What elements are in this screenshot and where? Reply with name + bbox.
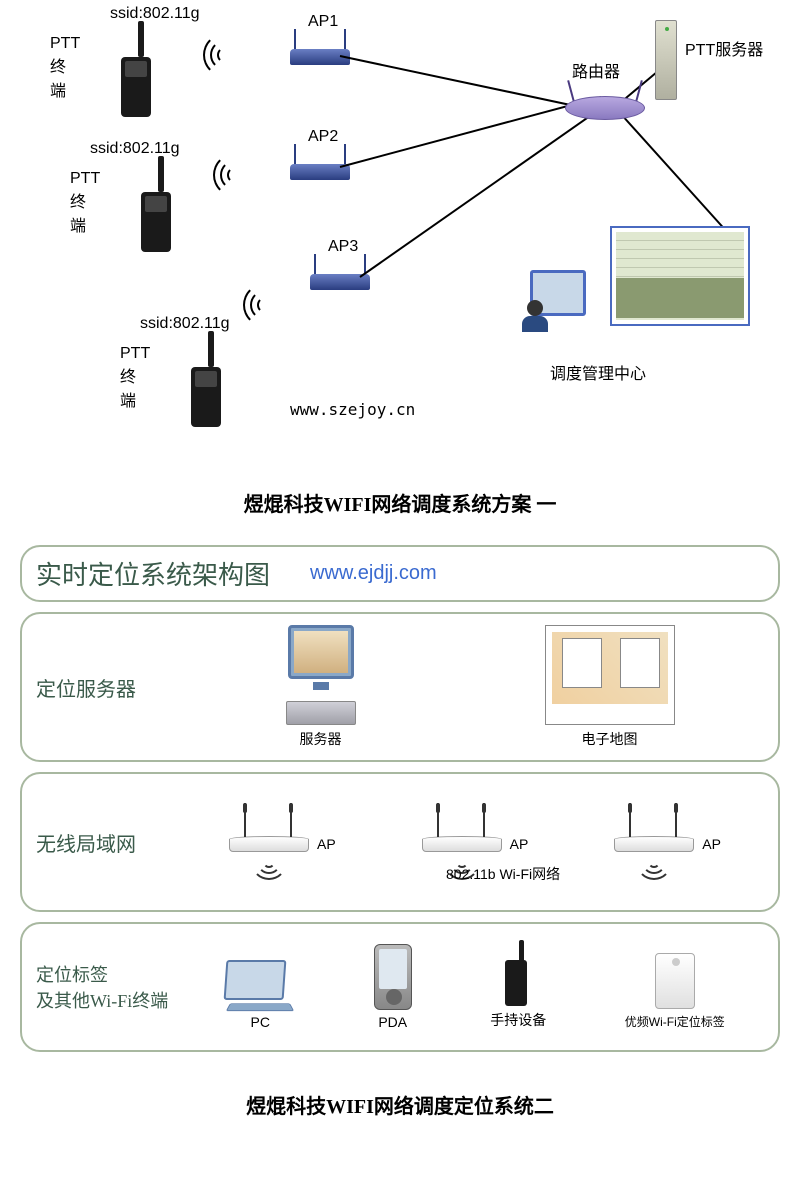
pda-icon bbox=[374, 944, 412, 1010]
router-node: 路由器 bbox=[560, 80, 650, 120]
ssid-label: ssid:802.11g bbox=[110, 5, 200, 23]
title-panel: 实时定位系统架构图 www.ejdjj.com bbox=[20, 545, 780, 602]
device-label: AP bbox=[702, 836, 721, 852]
wifi-tag-icon bbox=[655, 953, 695, 1009]
diagram1-caption: 煜焜科技WIFI网络调度系统方案 一 bbox=[0, 480, 800, 525]
wifi-down-icon bbox=[634, 856, 674, 886]
wifi-waves-icon bbox=[240, 280, 290, 330]
row-terminals: 定位标签 及其他Wi-Fi终端 PC PDA 手持设备 优频Wi-Fi定位标签 bbox=[20, 922, 780, 1052]
network-diagram-1: ssid:802.11g PTT终端 ssid:802.11g PTT终端 ss… bbox=[0, 0, 800, 480]
emap-icon bbox=[545, 625, 675, 725]
walkie-talkie-icon bbox=[136, 162, 176, 252]
row-wlan: 无线局域网 AP bbox=[20, 772, 780, 912]
pda-device: PDA bbox=[374, 944, 412, 1030]
router-label: 路由器 bbox=[572, 58, 620, 82]
ap-device: AP bbox=[614, 836, 721, 852]
device-label: AP bbox=[510, 836, 529, 852]
row-label: 无线局域网 bbox=[36, 828, 186, 857]
ptt-server-node bbox=[655, 20, 677, 100]
website-url: www.szejoy.cn bbox=[290, 400, 415, 419]
device-label: 手持设备 bbox=[490, 1010, 546, 1030]
server-monitor-icon bbox=[276, 625, 366, 725]
access-point-1: AP1 bbox=[280, 35, 360, 65]
ap-label: AP1 bbox=[308, 13, 338, 31]
handheld-device: 手持设备 bbox=[490, 946, 546, 1030]
ap-label: AP2 bbox=[308, 128, 338, 146]
wlan-subtext: 802.11b Wi-Fi网络 bbox=[446, 864, 560, 884]
terminal-label: PTT终端 bbox=[120, 345, 150, 411]
dispatch-center-node bbox=[520, 230, 720, 370]
server-label: PTT服务器 bbox=[685, 36, 763, 60]
row-location-server: 定位服务器 服务器 电子地图 bbox=[20, 612, 780, 762]
device-label: 优频Wi-Fi定位标签 bbox=[625, 1013, 725, 1030]
ap-device: AP bbox=[229, 836, 336, 852]
operator-icon bbox=[520, 300, 550, 330]
ssid-label: ssid:802.11g bbox=[90, 140, 180, 158]
dispatch-label: 调度管理中心 bbox=[550, 360, 646, 384]
wifi-waves-icon bbox=[200, 30, 250, 80]
ap-device: AP bbox=[422, 836, 529, 852]
device-label: 电子地图 bbox=[582, 729, 638, 749]
walkie-talkie-icon bbox=[186, 337, 226, 427]
walkie-talkie-icon bbox=[116, 27, 156, 117]
device-label: PC bbox=[251, 1014, 270, 1030]
ap-label: AP3 bbox=[328, 238, 358, 256]
device-label: 服务器 bbox=[300, 729, 342, 749]
architecture-diagram-2: 实时定位系统架构图 www.ejdjj.com 定位服务器 服务器 bbox=[20, 545, 780, 1052]
tag-device: 优频Wi-Fi定位标签 bbox=[625, 953, 725, 1030]
row-label: 定位服务器 bbox=[36, 673, 186, 702]
server-device: 服务器 bbox=[276, 625, 366, 749]
arch-url: www.ejdjj.com bbox=[310, 562, 437, 585]
handheld-icon bbox=[505, 946, 531, 1006]
arch-title: 实时定位系统架构图 bbox=[36, 555, 270, 592]
laptop-icon bbox=[225, 960, 295, 1010]
device-label: PDA bbox=[378, 1014, 407, 1030]
row-label: 定位标签 及其他Wi-Fi终端 bbox=[36, 961, 186, 1013]
terminal-label: PTT终端 bbox=[50, 35, 80, 101]
access-point-3: AP3 bbox=[300, 260, 380, 290]
diagram2-caption: 煜焜科技WIFI网络调度定位系统二 bbox=[0, 1082, 800, 1127]
device-label: AP bbox=[317, 836, 336, 852]
wifi-down-icon bbox=[249, 856, 289, 886]
ssid-label: ssid:802.11g bbox=[140, 315, 230, 333]
emap-device: 电子地图 bbox=[545, 625, 675, 749]
wifi-waves-icon bbox=[210, 150, 260, 200]
terminal-label: PTT终端 bbox=[70, 170, 100, 236]
pc-device: PC bbox=[225, 960, 295, 1030]
